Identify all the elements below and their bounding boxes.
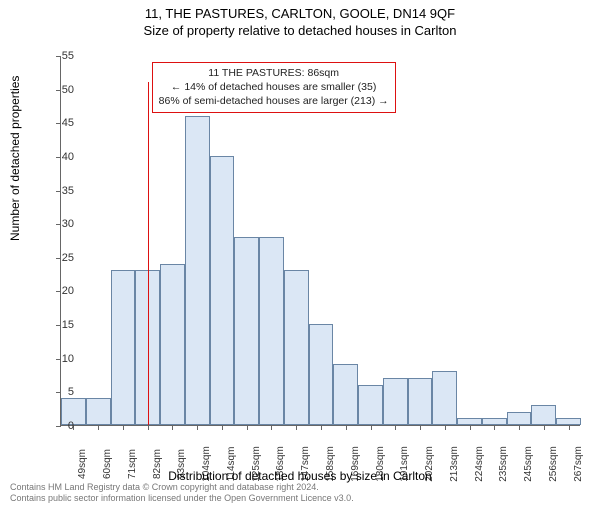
ytick-label: 15 bbox=[62, 319, 74, 331]
annotation-box: 11 THE PASTURES: 86sqm← 14% of detached … bbox=[152, 62, 396, 113]
ytick-label: 30 bbox=[62, 218, 74, 230]
xtick-mark bbox=[569, 425, 570, 430]
histogram-bar bbox=[86, 398, 111, 425]
xtick-mark bbox=[470, 425, 471, 430]
xtick-mark bbox=[197, 425, 198, 430]
xtick-mark bbox=[271, 425, 272, 430]
xtick-mark bbox=[420, 425, 421, 430]
ytick-mark bbox=[56, 56, 61, 57]
histogram-bar bbox=[333, 364, 358, 425]
histogram-bar bbox=[160, 264, 185, 425]
footer-attribution: Contains HM Land Registry data © Crown c… bbox=[10, 482, 354, 504]
ytick-mark bbox=[56, 191, 61, 192]
xtick-mark bbox=[123, 425, 124, 430]
annotation-line: ← 14% of detached houses are smaller (35… bbox=[159, 80, 389, 94]
chart-area: 49sqm60sqm71sqm82sqm93sqm104sqm114sqm125… bbox=[60, 56, 580, 426]
ytick-mark bbox=[56, 291, 61, 292]
ytick-mark bbox=[56, 157, 61, 158]
ytick-label: 20 bbox=[62, 285, 74, 297]
ytick-mark bbox=[56, 90, 61, 91]
histogram-bar bbox=[210, 156, 235, 425]
xtick-mark bbox=[544, 425, 545, 430]
histogram-bar bbox=[185, 116, 210, 425]
ytick-label: 40 bbox=[62, 151, 74, 163]
xtick-mark bbox=[172, 425, 173, 430]
x-axis-label: Distribution of detached houses by size … bbox=[0, 469, 600, 483]
page-title-1: 11, THE PASTURES, CARLTON, GOOLE, DN14 9… bbox=[0, 6, 600, 21]
xtick-mark bbox=[296, 425, 297, 430]
ytick-mark bbox=[56, 426, 61, 427]
xtick-mark bbox=[519, 425, 520, 430]
ytick-label: 55 bbox=[62, 50, 74, 62]
xtick-mark bbox=[371, 425, 372, 430]
histogram-bar bbox=[111, 270, 136, 425]
histogram-bar bbox=[507, 412, 532, 425]
xtick-mark bbox=[98, 425, 99, 430]
xtick-mark bbox=[346, 425, 347, 430]
histogram-bar bbox=[482, 418, 507, 425]
histogram-bar bbox=[259, 237, 284, 425]
histogram-bar bbox=[556, 418, 581, 425]
xtick-mark bbox=[321, 425, 322, 430]
histogram-bar bbox=[432, 371, 457, 425]
histogram-bar bbox=[408, 378, 433, 425]
ytick-mark bbox=[56, 123, 61, 124]
annotation-line: 86% of semi-detached houses are larger (… bbox=[159, 94, 389, 108]
y-axis-label: Number of detached properties bbox=[8, 76, 22, 241]
xtick-mark bbox=[395, 425, 396, 430]
ytick-mark bbox=[56, 325, 61, 326]
xtick-mark bbox=[247, 425, 248, 430]
xtick-mark bbox=[222, 425, 223, 430]
ytick-label: 35 bbox=[62, 185, 74, 197]
footer-line-1: Contains HM Land Registry data © Crown c… bbox=[10, 482, 354, 493]
page-title-2: Size of property relative to detached ho… bbox=[0, 23, 600, 38]
annotation-line: 11 THE PASTURES: 86sqm bbox=[159, 66, 389, 80]
histogram-bar bbox=[309, 324, 334, 425]
histogram-bar bbox=[531, 405, 556, 425]
reference-line bbox=[148, 82, 149, 425]
ytick-label: 10 bbox=[62, 353, 74, 365]
footer-line-2: Contains public sector information licen… bbox=[10, 493, 354, 504]
ytick-mark bbox=[56, 224, 61, 225]
ytick-label: 50 bbox=[62, 84, 74, 96]
ytick-label: 5 bbox=[68, 386, 74, 398]
ytick-label: 25 bbox=[62, 252, 74, 264]
xtick-mark bbox=[148, 425, 149, 430]
ytick-mark bbox=[56, 258, 61, 259]
histogram-bar bbox=[383, 378, 408, 425]
ytick-mark bbox=[56, 359, 61, 360]
histogram-bar bbox=[234, 237, 259, 425]
xtick-mark bbox=[445, 425, 446, 430]
xtick-mark bbox=[494, 425, 495, 430]
ytick-label: 0 bbox=[68, 420, 74, 432]
plot-region: 49sqm60sqm71sqm82sqm93sqm104sqm114sqm125… bbox=[60, 56, 580, 426]
ytick-mark bbox=[56, 392, 61, 393]
histogram-bar bbox=[284, 270, 309, 425]
histogram-bar bbox=[358, 385, 383, 425]
ytick-label: 45 bbox=[62, 117, 74, 129]
histogram-bar bbox=[457, 418, 482, 425]
